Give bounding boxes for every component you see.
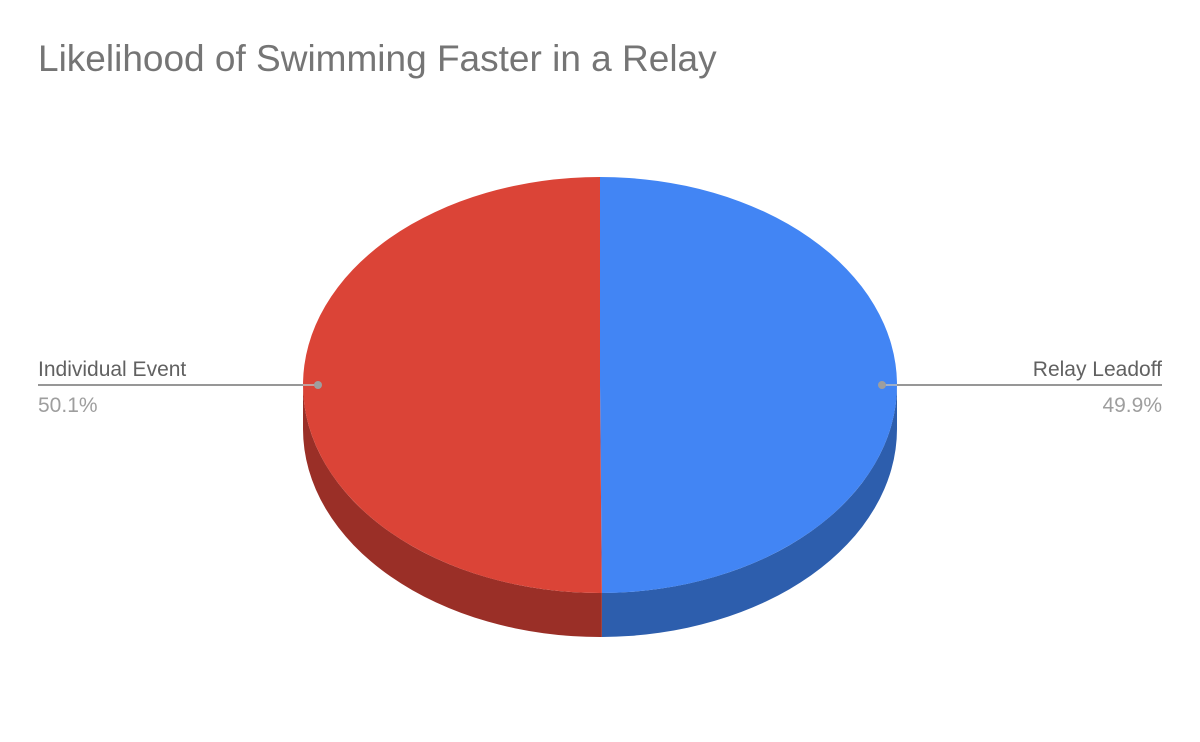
leader-dot-relay-leadoff: [878, 381, 886, 389]
pie-slice-individual-event[interactable]: [303, 177, 602, 593]
slice-label-individual-event: Individual Event: [38, 358, 186, 381]
pie-slices: [303, 177, 898, 593]
pie-side-relay-leadoff: [601, 385, 897, 637]
leader-lines: [38, 381, 1162, 389]
slice-labels: Relay Leadoff 49.9% Individual Event 50.1%: [38, 358, 1162, 417]
pie-side-individual-event: [303, 385, 602, 637]
pie-slice-relay-leadoff[interactable]: [600, 177, 898, 593]
leader-dot-individual-event: [314, 381, 322, 389]
slice-label-relay-leadoff: Relay Leadoff: [1033, 358, 1162, 381]
chart-title: Likelihood of Swimming Faster in a Relay: [38, 38, 717, 79]
slice-percent-relay-leadoff: 49.9%: [1102, 394, 1162, 417]
pie-sides: [303, 385, 897, 637]
slice-percent-individual-event: 50.1%: [38, 394, 98, 417]
